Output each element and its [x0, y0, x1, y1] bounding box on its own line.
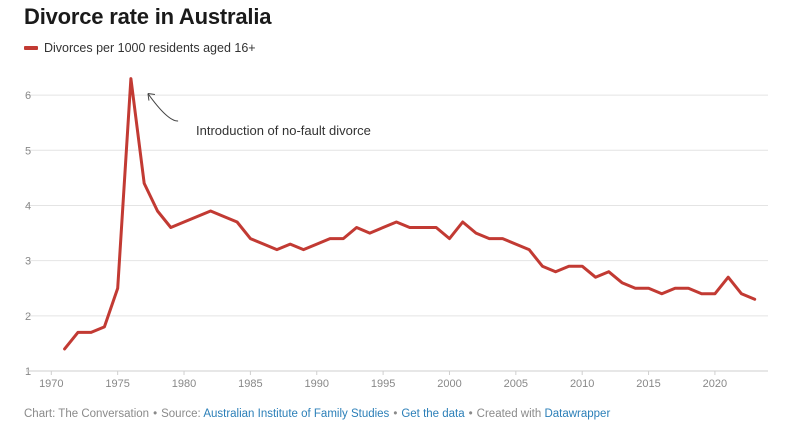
data-point	[435, 226, 438, 229]
x-tick-label: 1980	[172, 378, 196, 390]
footer-credit: Chart: The Conversation	[24, 408, 150, 420]
annotation-arrowhead	[147, 93, 156, 101]
data-point	[342, 237, 345, 240]
data-point	[594, 276, 597, 279]
data-point	[541, 265, 544, 268]
data-point	[63, 347, 66, 350]
x-tick-label: 1975	[105, 378, 129, 390]
data-point	[475, 232, 478, 235]
data-point	[528, 248, 531, 251]
data-point	[607, 270, 610, 273]
get-data-link[interactable]: Get the data	[401, 408, 465, 420]
data-point	[753, 298, 756, 301]
source-link[interactable]: Australian Institute of Family Studies	[203, 408, 390, 420]
x-tick-label: 2000	[437, 378, 461, 390]
data-point	[302, 248, 305, 251]
data-point	[621, 281, 624, 284]
x-tick-label: 2005	[504, 378, 528, 390]
datawrapper-link[interactable]: Datawrapper	[544, 408, 611, 420]
data-point	[660, 292, 663, 295]
chart-footer: Chart: The Conversation • Source: Australi…	[24, 408, 611, 420]
data-point	[740, 292, 743, 295]
y-tick-label: 5	[25, 145, 31, 157]
x-tick-label: 2020	[703, 378, 727, 390]
x-tick-label: 2010	[570, 378, 594, 390]
data-point	[514, 243, 517, 246]
data-point	[222, 215, 225, 218]
chart-title: Divorce rate in Australia	[24, 4, 272, 29]
data-point	[262, 243, 265, 246]
data-point	[183, 221, 186, 224]
x-tick-label: 1985	[238, 378, 262, 390]
data-point	[236, 221, 239, 224]
data-point	[329, 237, 332, 240]
data-point	[76, 331, 79, 334]
data-point	[209, 209, 212, 212]
data-point	[289, 243, 292, 246]
data-point	[143, 182, 146, 185]
data-point	[700, 292, 703, 295]
x-tick-label: 2015	[636, 378, 660, 390]
data-point	[103, 325, 106, 328]
data-point	[196, 215, 199, 218]
x-tick-label: 1970	[39, 378, 63, 390]
footer-created-label: Created with	[476, 408, 542, 420]
y-tick-label: 2	[25, 311, 31, 323]
data-point	[116, 287, 119, 290]
data-point	[421, 226, 424, 229]
data-point	[382, 226, 385, 229]
data-point	[169, 226, 172, 229]
data-point	[129, 77, 132, 80]
legend: Divorces per 1000 residents aged 16+	[24, 41, 256, 55]
data-point	[488, 237, 491, 240]
y-tick-label: 6	[25, 90, 31, 102]
x-tick-label: 1990	[305, 378, 329, 390]
annotation-text: Introduction of no-fault divorce	[196, 123, 371, 138]
data-point	[581, 265, 584, 268]
data-point	[687, 287, 690, 290]
data-point	[90, 331, 93, 334]
legend-label: Divorces per 1000 residents aged 16+	[44, 41, 256, 55]
data-point	[634, 287, 637, 290]
y-tick-label: 1	[25, 366, 31, 378]
series-line	[63, 77, 757, 351]
data-point	[554, 270, 557, 273]
data-point	[448, 237, 451, 240]
data-point	[275, 248, 278, 251]
data-point	[156, 209, 159, 212]
annotation-arrow	[147, 93, 179, 122]
data-point	[249, 237, 252, 240]
data-point	[368, 232, 371, 235]
footer-source-label: Source:	[161, 408, 201, 420]
data-point	[395, 221, 398, 224]
data-point	[355, 226, 358, 229]
x-tick-label: 1995	[371, 378, 395, 390]
data-point	[713, 292, 716, 295]
data-point	[315, 243, 318, 246]
data-point	[408, 226, 411, 229]
legend-swatch	[24, 46, 38, 50]
y-tick-label: 3	[25, 256, 31, 268]
data-point	[567, 265, 570, 268]
data-point	[727, 276, 730, 279]
data-point	[647, 287, 650, 290]
y-tick-label: 4	[25, 200, 31, 212]
data-point	[461, 221, 464, 224]
data-point	[674, 287, 677, 290]
data-point	[501, 237, 504, 240]
